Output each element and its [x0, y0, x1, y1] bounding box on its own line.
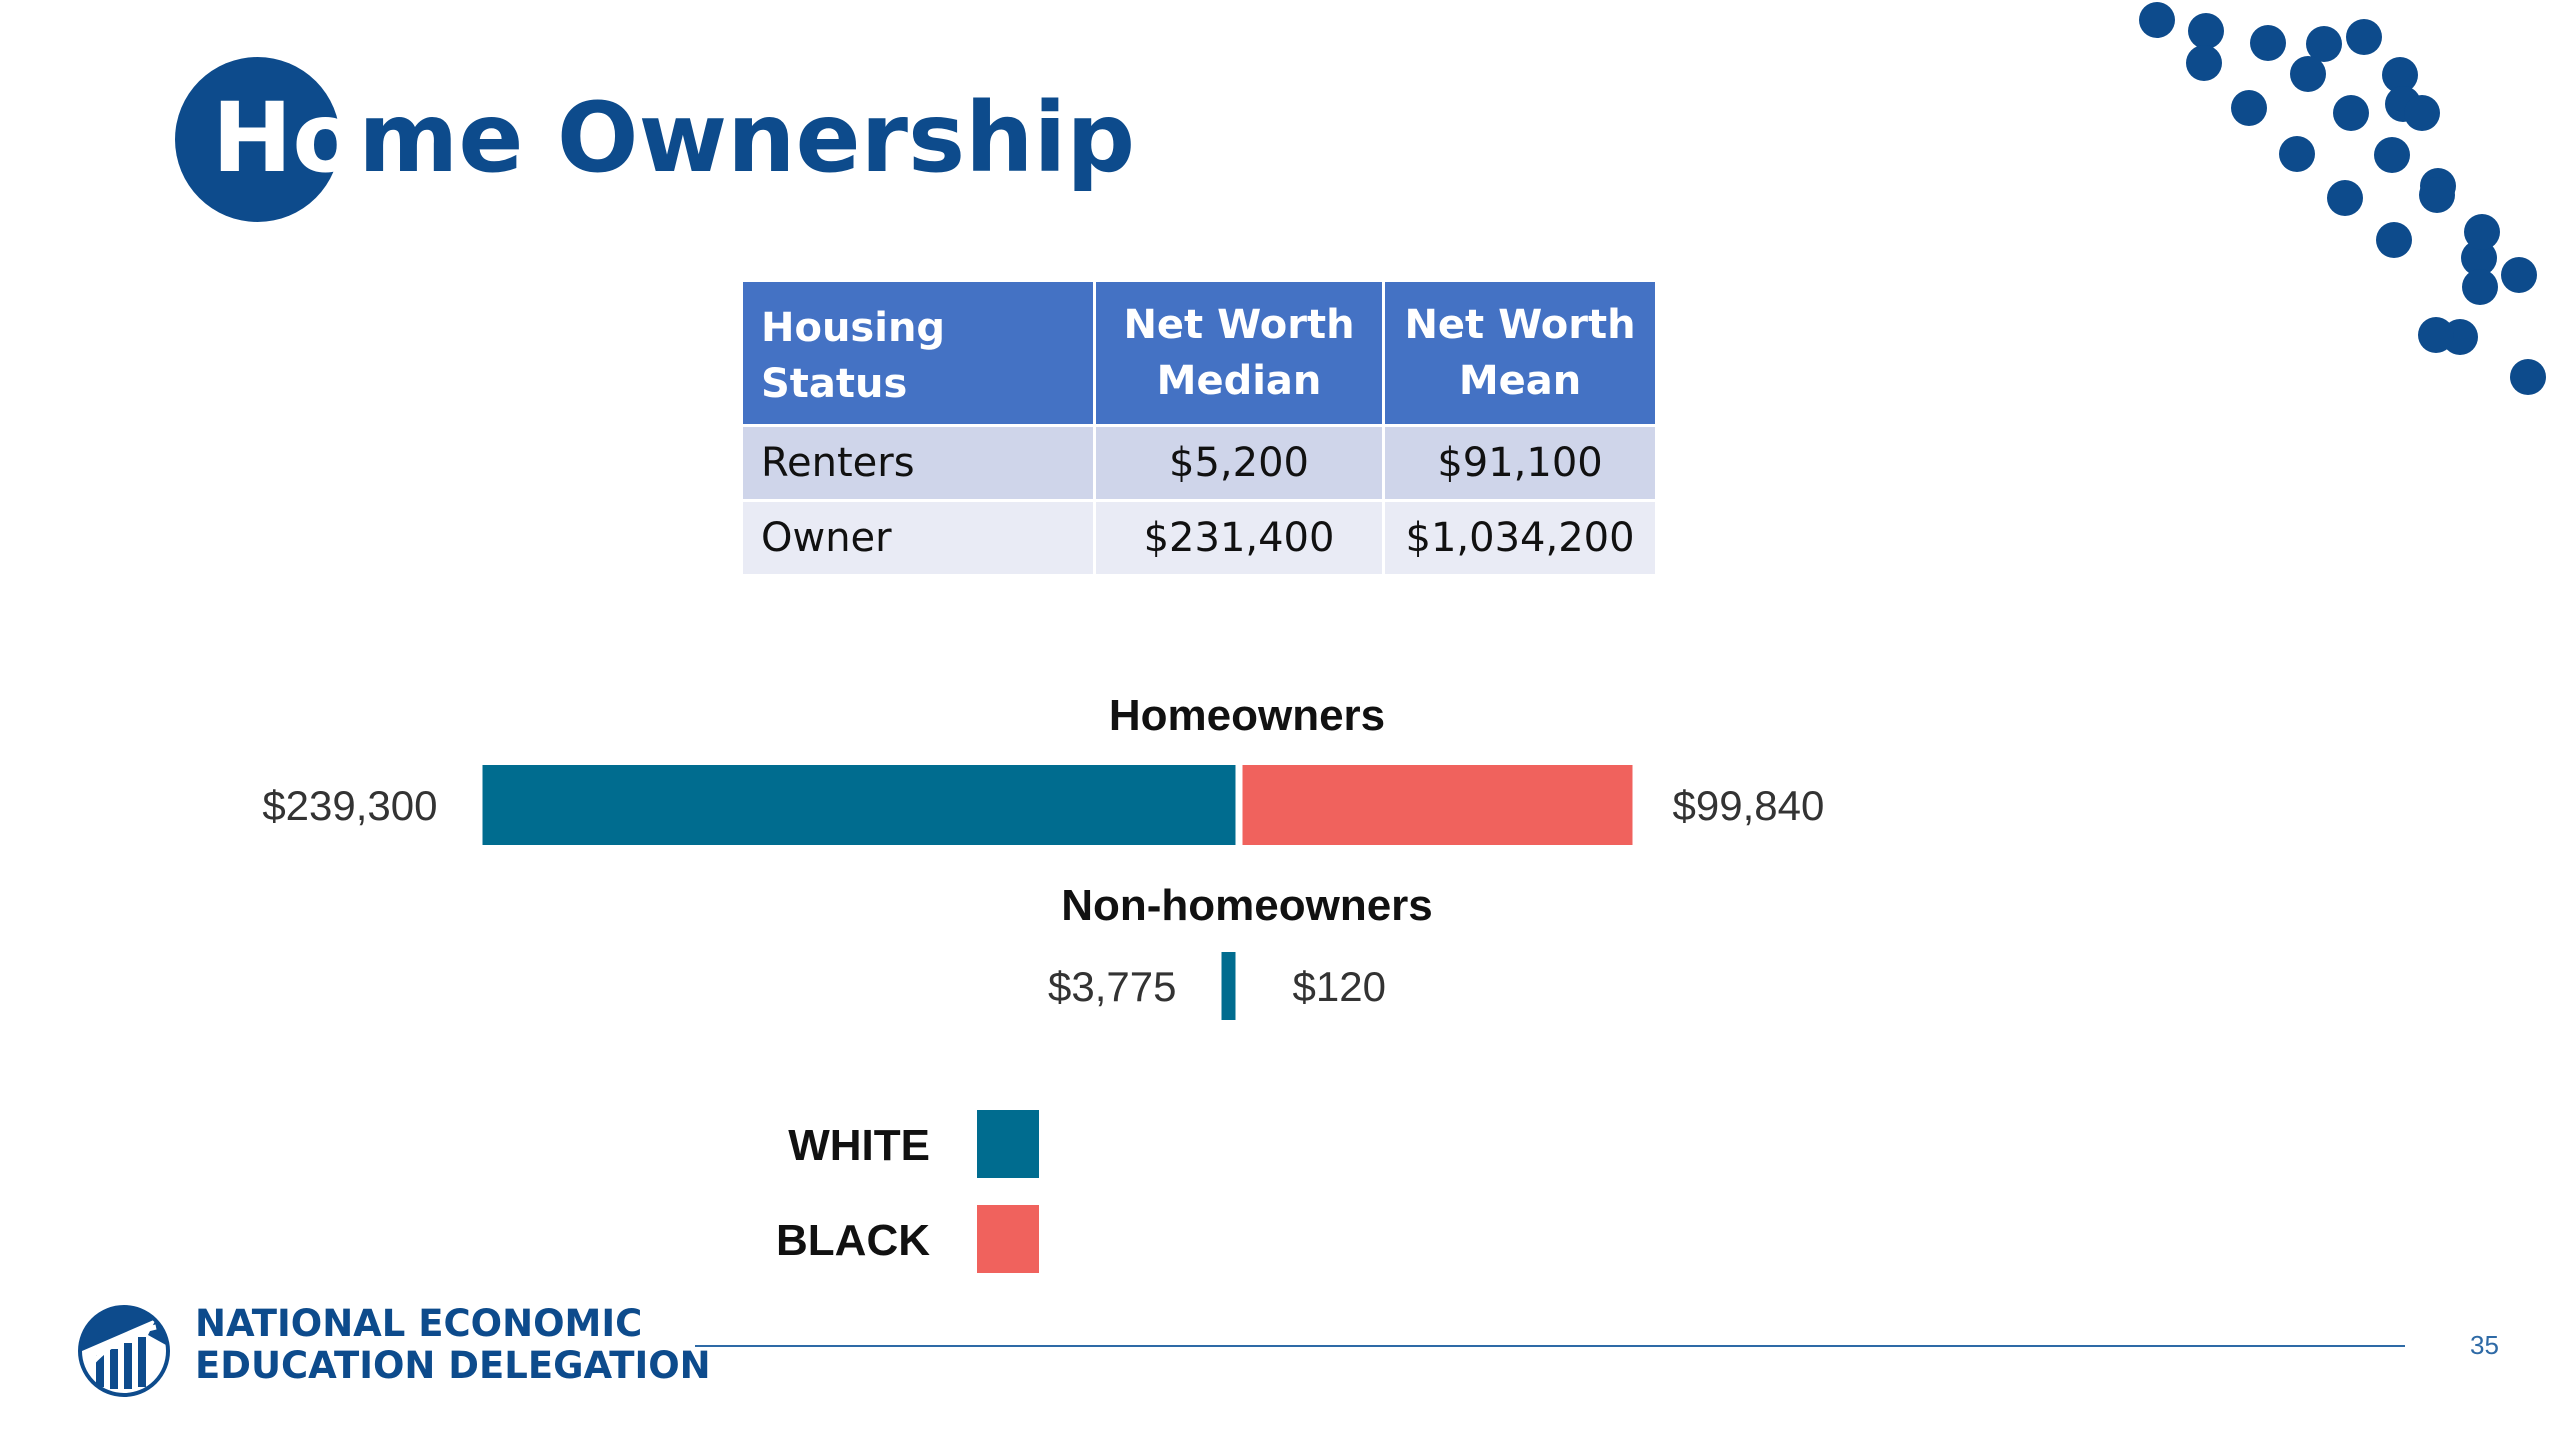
decor-dot: [2231, 90, 2267, 126]
decor-dot: [2461, 240, 2497, 276]
cell-mean: $91,100: [1382, 424, 1658, 502]
decor-dot: [2464, 214, 2500, 250]
decor-dot: [2333, 95, 2369, 131]
decor-dot: [2290, 56, 2326, 92]
decor-dot: [2418, 317, 2454, 353]
cell-status: Renters: [740, 424, 1096, 502]
decor-dot: [2374, 137, 2410, 173]
slide-number: 35: [2470, 1330, 2499, 1360]
title-lead: Ho: [212, 82, 359, 194]
decor-dot: [2188, 13, 2224, 49]
decor-dot: [2346, 19, 2382, 55]
cell-status: Owner: [740, 499, 1096, 577]
cell-mean: $1,034,200: [1382, 499, 1658, 577]
header-housing-status: Housing Status: [740, 279, 1096, 427]
data-label-black: $120: [1293, 963, 1386, 1010]
decor-dot: [2462, 269, 2498, 305]
legend-label: WHITE: [788, 1121, 930, 1170]
table-row: Owner $231,400 $1,034,200: [740, 499, 1658, 577]
legend-swatch: [977, 1205, 1039, 1273]
decor-dot: [2186, 45, 2222, 81]
cell-median: $231,400: [1092, 499, 1386, 577]
decor-dot: [2419, 177, 2455, 213]
group-label: Homeowners: [1109, 691, 1385, 740]
decor-dot: [2404, 95, 2440, 131]
decor-dot: [2501, 257, 2537, 293]
data-label-white: $239,300: [262, 782, 437, 829]
decor-dot: [2327, 180, 2363, 216]
decor-dot: [2139, 2, 2175, 38]
dot-pattern-decoration: [2139, 2, 2546, 395]
table-header-row: Housing Status Net Worth Median Net Wort…: [740, 279, 1658, 427]
data-label-white: $3,775: [1048, 963, 1176, 1010]
table-row: Renters $5,200 $91,100: [740, 424, 1658, 502]
columns-arrow-logo-icon: [78, 1305, 170, 1397]
group-label: Non-homeowners: [1061, 881, 1433, 930]
decor-dot: [2279, 136, 2315, 172]
organization-name: NATIONAL ECONOMIC EDUCATION DELEGATION: [195, 1303, 711, 1387]
legend-swatch: [977, 1110, 1039, 1178]
decor-dot: [2376, 222, 2412, 258]
footer-divider: [695, 1345, 2405, 1347]
cell-median: $5,200: [1092, 424, 1386, 502]
decor-dot: [2250, 25, 2286, 61]
decor-dot: [2382, 57, 2418, 93]
data-label-black: $99,840: [1673, 782, 1825, 829]
title-rest: me Ownership: [358, 82, 1136, 194]
bar-white: [482, 765, 1236, 845]
header-net-worth-median: Net Worth Median: [1092, 279, 1386, 427]
bar-black: [1242, 765, 1633, 845]
org-name-line1: NATIONAL ECONOMIC: [195, 1302, 643, 1345]
title-circle-accent: [175, 57, 340, 222]
bar-white: [1221, 952, 1236, 1020]
header-net-worth-mean: Net Worth Mean: [1382, 279, 1658, 427]
page-title: Home Ownership: [212, 78, 1135, 198]
legend-label: BLACK: [776, 1216, 930, 1265]
org-name-line2: EDUCATION DELEGATION: [195, 1344, 711, 1387]
decor-dot: [2510, 359, 2546, 395]
decor-dot: [2306, 26, 2342, 62]
net-worth-table: Housing Status Net Worth Median Net Wort…: [740, 279, 1658, 577]
